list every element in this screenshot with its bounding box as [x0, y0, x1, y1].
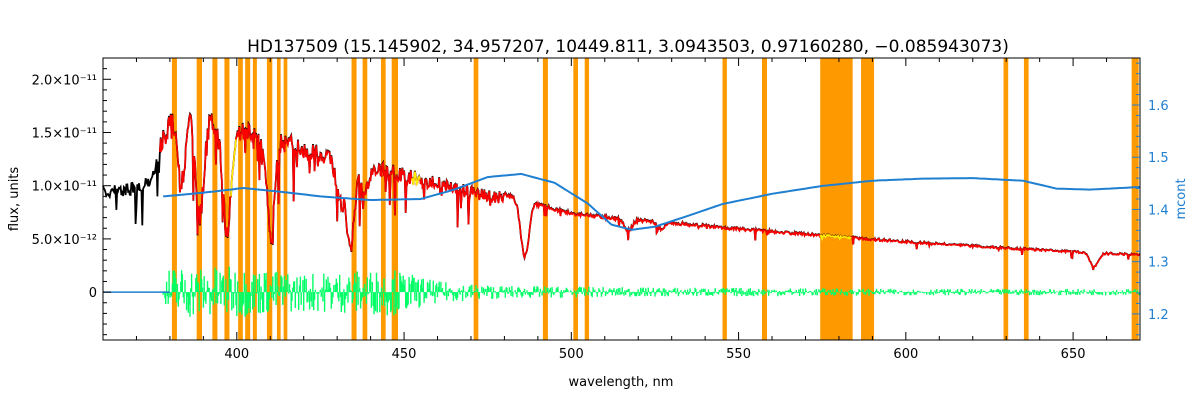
masked-region [224, 58, 230, 340]
y-tick-label: 5.0×10⁻¹² [32, 233, 97, 248]
masked-region [861, 58, 875, 340]
y2-tick-label: 1.4 [1148, 203, 1169, 218]
masked-region [722, 58, 727, 340]
data-series [102, 111, 1141, 317]
masked-region [542, 58, 548, 340]
x-tick-label: 650 [1061, 347, 1086, 362]
masked-region [252, 58, 257, 340]
y-axis-label: flux, units [7, 167, 22, 232]
masked-region [473, 58, 479, 340]
masked-region [196, 58, 203, 340]
y-axis-left: 0 5.0×10⁻¹² 1.0×10⁻¹¹ 1.5×10⁻¹¹ 2.0×10⁻¹¹ [32, 57, 111, 336]
mcont-series [163, 172, 1141, 231]
x-tick-label: 550 [726, 347, 751, 362]
x-tick-label: 600 [893, 347, 918, 362]
y-tick-label: 2.0×10⁻¹¹ [32, 73, 97, 88]
x-tick-label: 400 [224, 347, 249, 362]
masked-region [1003, 58, 1009, 340]
y-tick-label: 1.0×10⁻¹¹ [32, 180, 97, 195]
masked-region [283, 58, 288, 340]
masked-region [761, 58, 768, 340]
y2-tick-label: 1.3 [1148, 256, 1169, 271]
x-axis-label: wavelength, nm [569, 375, 674, 390]
masked-region [238, 58, 243, 340]
masked-region [266, 58, 273, 340]
y2-axis-label: mcont [1174, 178, 1189, 219]
y2-tick-label: 1.5 [1148, 151, 1169, 166]
masked-region [245, 58, 251, 340]
x-tick-label: 450 [392, 347, 417, 362]
chart-title: HD137509 (15.145902, 34.957207, 10449.81… [247, 37, 1009, 57]
y2-tick-label: 1.6 [1148, 99, 1169, 114]
masked-region [820, 58, 853, 340]
model-fit-series [159, 112, 1141, 270]
fit-highlight-series [230, 139, 852, 242]
x-tick-label: 500 [559, 347, 584, 362]
masked-region [584, 58, 590, 340]
masked-region [171, 58, 177, 340]
x-axis: 400 450 500 550 600 650 [102, 58, 1141, 362]
masked-region [1131, 58, 1139, 340]
y-tick-label: 0 [89, 286, 97, 301]
masked-regions [171, 58, 1139, 340]
residuals-series [162, 266, 1141, 317]
y-axis-right: 1.2 1.3 1.4 1.5 1.6 [1132, 62, 1169, 336]
masked-region [212, 58, 218, 340]
masked-region [573, 58, 579, 340]
masked-region [1023, 58, 1029, 340]
y-tick-label: 1.5×10⁻¹¹ [32, 126, 97, 141]
y2-tick-label: 1.2 [1148, 308, 1169, 323]
